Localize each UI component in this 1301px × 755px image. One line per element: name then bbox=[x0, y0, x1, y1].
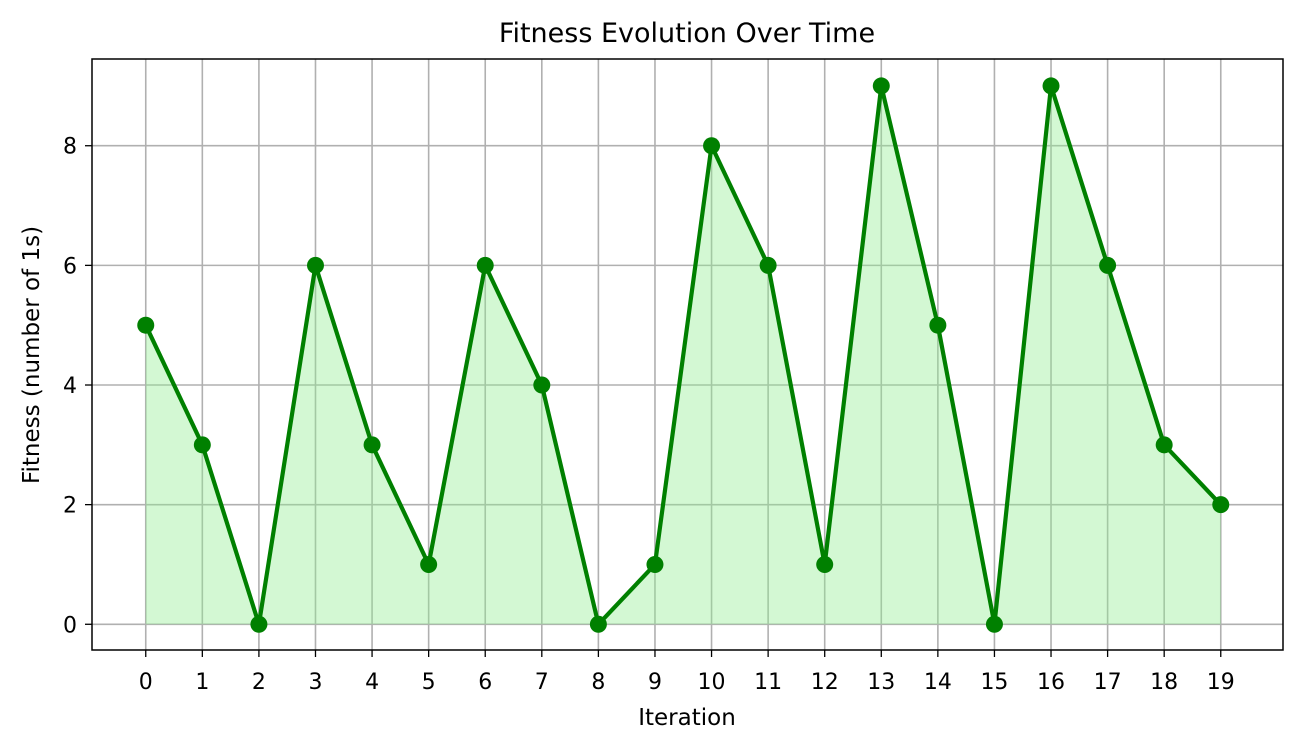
y-axis-label: Fitness (number of 1s) bbox=[19, 226, 45, 484]
data-point bbox=[476, 256, 494, 274]
x-tick-label: 8 bbox=[591, 670, 605, 695]
data-point bbox=[929, 316, 947, 334]
x-tick-label: 0 bbox=[139, 670, 153, 695]
x-tick-label: 18 bbox=[1150, 670, 1178, 695]
x-tick-label: 7 bbox=[535, 670, 549, 695]
y-tick-label: 4 bbox=[63, 374, 77, 399]
x-tick-label: 13 bbox=[867, 670, 895, 695]
y-tick-label: 6 bbox=[63, 254, 77, 279]
x-axis-label: Iteration bbox=[638, 705, 736, 731]
data-point bbox=[1212, 496, 1230, 514]
data-point bbox=[1099, 256, 1117, 274]
data-point bbox=[420, 555, 438, 573]
y-tick-label: 0 bbox=[63, 613, 77, 638]
line-path bbox=[143, 83, 1223, 627]
x-axis-ticks: 0 1 2 3 4 5 6 7 8 9 10 11 12 13 14 15 16 17 18 19 bbox=[139, 650, 1235, 695]
x-tick-label: 5 bbox=[422, 670, 436, 695]
chart-title: Fitness Evolution Over Time bbox=[499, 18, 875, 49]
data-point bbox=[1155, 436, 1173, 454]
data-point bbox=[306, 256, 324, 274]
data-point bbox=[250, 615, 268, 633]
area-fill bbox=[145, 85, 1221, 625]
area-polygon bbox=[145, 85, 1221, 625]
data-point bbox=[589, 615, 607, 633]
axes-frame bbox=[91, 58, 1284, 651]
x-tick-label: 1 bbox=[195, 670, 209, 695]
data-point bbox=[363, 436, 381, 454]
data-point bbox=[533, 376, 551, 394]
data-point bbox=[137, 316, 155, 334]
x-tick-label: 4 bbox=[365, 670, 379, 695]
x-tick-label: 9 bbox=[648, 670, 662, 695]
x-tick-label: 14 bbox=[924, 670, 952, 695]
x-tick-label: 15 bbox=[980, 670, 1008, 695]
data-point bbox=[985, 615, 1003, 633]
y-tick-label: 2 bbox=[63, 494, 77, 519]
x-tick-label: 12 bbox=[811, 670, 839, 695]
data-point bbox=[193, 436, 211, 454]
series-markers bbox=[137, 77, 1230, 633]
data-point bbox=[646, 555, 664, 573]
data-point bbox=[1042, 77, 1060, 95]
x-tick-label: 3 bbox=[308, 670, 322, 695]
x-tick-label: 11 bbox=[754, 670, 782, 695]
x-tick-label: 16 bbox=[1037, 670, 1065, 695]
x-tick-label: 6 bbox=[478, 670, 492, 695]
y-tick-label: 8 bbox=[63, 135, 77, 160]
data-point bbox=[703, 137, 721, 155]
grid bbox=[92, 59, 1283, 650]
x-tick-label: 19 bbox=[1207, 670, 1235, 695]
x-tick-label: 2 bbox=[252, 670, 266, 695]
data-point bbox=[872, 77, 890, 95]
x-tick-label: 10 bbox=[698, 670, 726, 695]
data-point bbox=[759, 256, 777, 274]
x-tick-label: 17 bbox=[1094, 670, 1122, 695]
data-point bbox=[816, 555, 834, 573]
series-line bbox=[143, 83, 1223, 627]
y-axis-ticks: 0 2 4 6 8 bbox=[63, 135, 92, 638]
